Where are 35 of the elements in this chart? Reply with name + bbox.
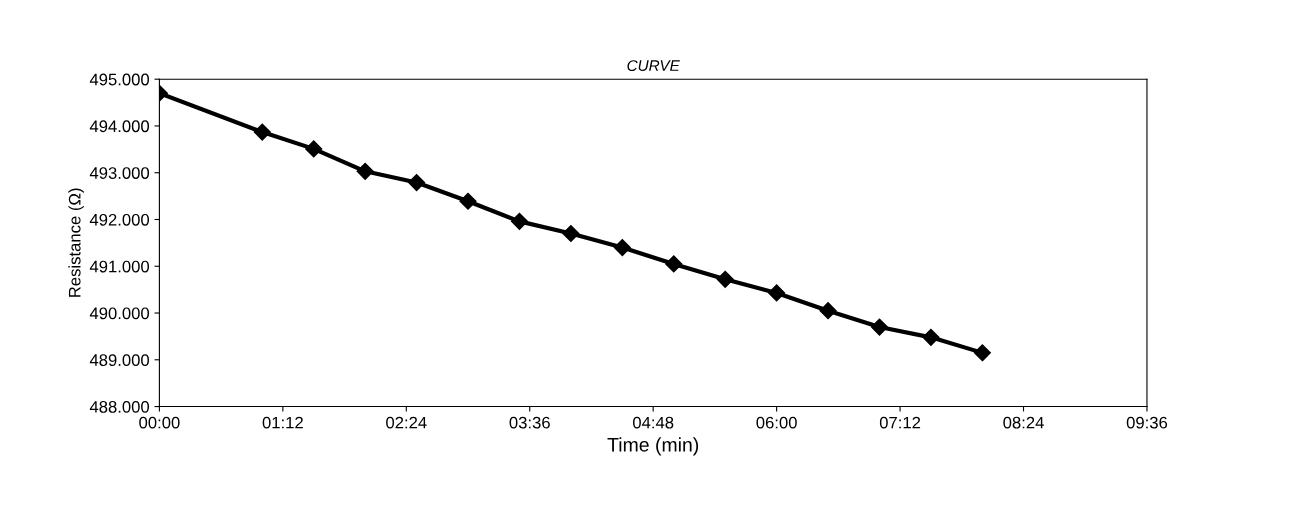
point (716, 270, 734, 288)
point (922, 328, 940, 346)
x-tick-label: 09:36 (1126, 416, 1168, 429)
x-axis-title: Time (min) (607, 437, 699, 456)
x-tick-label: 00:00 (139, 416, 180, 429)
y-axis-title: Resistance (Ω) (68, 188, 84, 297)
y-tick-label: 489.000 (89, 354, 150, 366)
point (562, 224, 580, 243)
x-tick-label: 01:12 (262, 416, 303, 429)
point (973, 344, 991, 362)
point (305, 140, 323, 158)
y-tick-label: 488.000 (89, 400, 150, 413)
point (459, 192, 477, 210)
point (870, 318, 889, 336)
chart-title: CURVE (627, 60, 680, 72)
y-tick-label: 491.000 (89, 260, 150, 273)
x-tick-label: 04:48 (632, 416, 674, 429)
point (665, 255, 683, 273)
point (253, 123, 271, 141)
point (819, 302, 837, 320)
y-tick-label: 494.000 (89, 120, 150, 133)
x-tick-label: 08:24 (1003, 416, 1044, 429)
point (768, 284, 786, 302)
y-tick-label: 493.000 (89, 167, 150, 179)
point (613, 239, 631, 257)
y-tick-label: 490.000 (89, 307, 150, 320)
point (356, 162, 374, 180)
point (408, 174, 426, 192)
x-tick-label: 07:12 (879, 416, 921, 429)
y-tick-label: 495.000 (89, 73, 150, 86)
y-tick-label: 492.000 (89, 213, 150, 226)
x-tick-label: 06:00 (756, 416, 797, 429)
x-tick-label: 02:24 (386, 416, 427, 429)
point (510, 212, 529, 230)
x-tick-label: 03:36 (509, 416, 550, 429)
